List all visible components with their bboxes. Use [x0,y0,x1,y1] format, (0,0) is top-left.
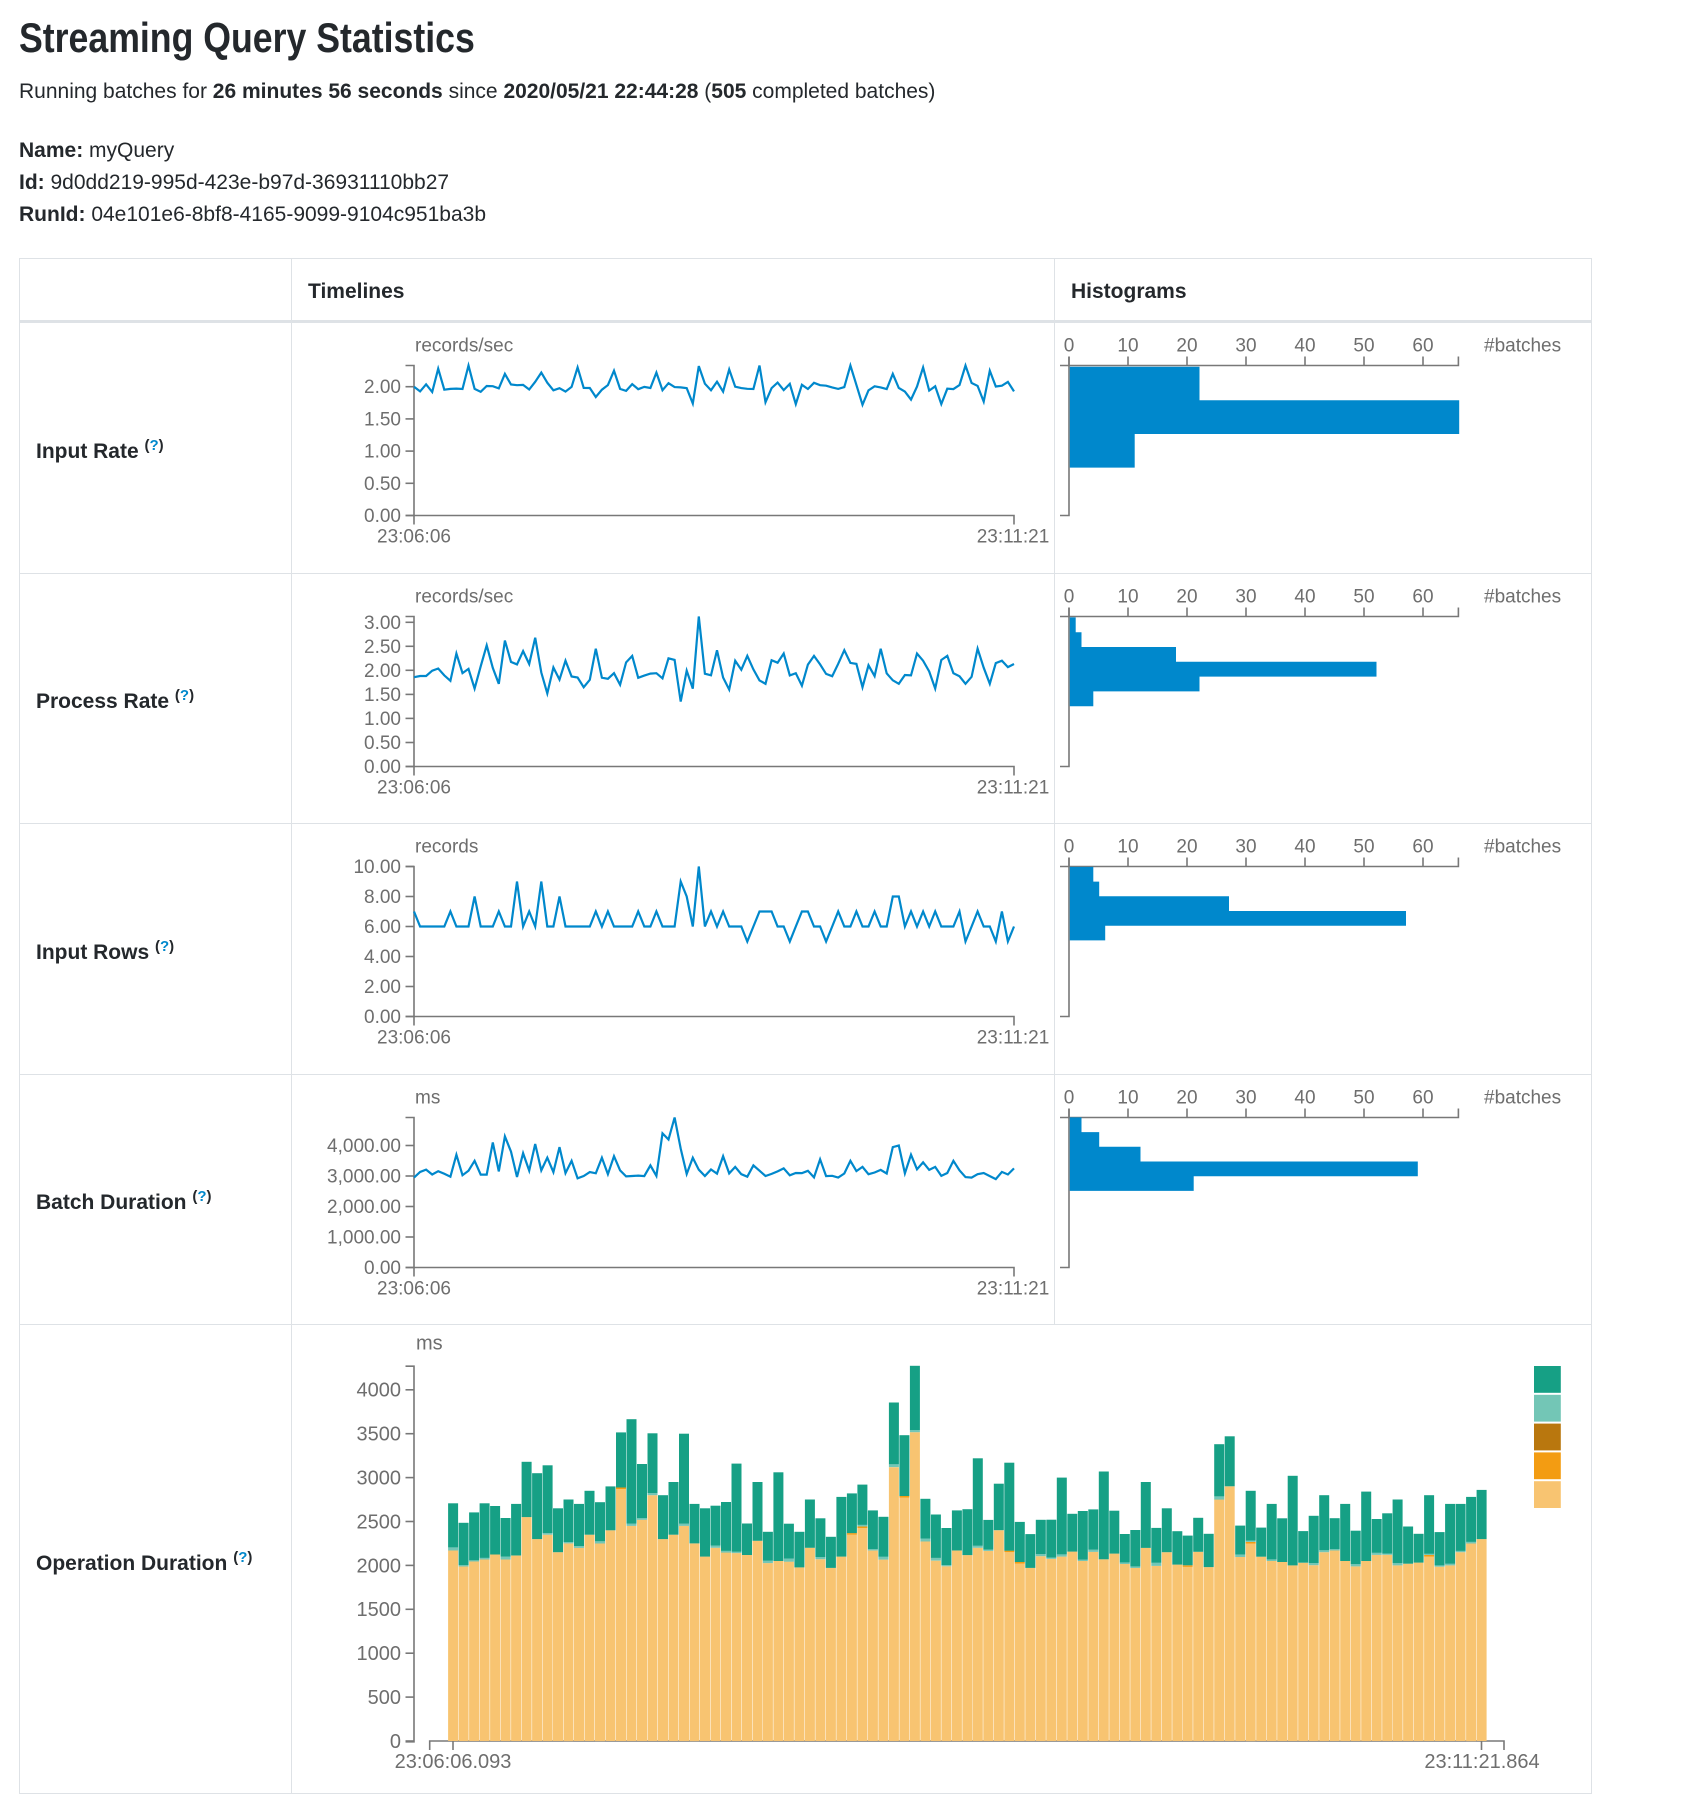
svg-text:0.00: 0.00 [364,1258,401,1279]
svg-text:0: 0 [390,1731,401,1753]
svg-text:20: 20 [1176,587,1197,608]
svg-text:23:11:21: 23:11:21 [977,527,1050,548]
svg-text:#batches: #batches [1484,336,1561,357]
svg-text:23:06:06: 23:06:06 [377,1028,451,1049]
svg-text:10: 10 [1117,336,1138,357]
svg-text:23:11:21.864: 23:11:21.864 [1424,1751,1539,1773]
svg-text:23:11:21: 23:11:21 [977,1028,1050,1049]
svg-text:10: 10 [1117,837,1138,858]
svg-text:30: 30 [1235,587,1256,608]
svg-text:records/sec: records/sec [415,336,513,357]
svg-text:30: 30 [1235,837,1256,858]
svg-text:60: 60 [1412,1088,1433,1109]
svg-text:0: 0 [1064,1088,1075,1109]
svg-text:1000: 1000 [357,1643,402,1665]
svg-text:23:11:21: 23:11:21 [977,1279,1050,1300]
svg-text:23:06:06: 23:06:06 [377,778,451,799]
svg-text:ms: ms [415,1088,440,1109]
svg-text:60: 60 [1412,336,1433,357]
svg-text:60: 60 [1412,837,1433,858]
svg-text:50: 50 [1353,336,1374,357]
svg-text:50: 50 [1353,837,1374,858]
svg-text:10.00: 10.00 [353,857,401,878]
svg-text:23:06:06.093: 23:06:06.093 [395,1751,512,1773]
svg-text:4000: 4000 [357,1380,402,1402]
svg-text:1500: 1500 [357,1599,402,1621]
svg-text:3.00: 3.00 [364,613,401,634]
svg-text:#batches: #batches [1484,1088,1561,1109]
svg-text:1.00: 1.00 [364,709,401,730]
svg-text:2,000.00: 2,000.00 [327,1197,401,1218]
svg-text:500: 500 [368,1687,401,1709]
svg-text:20: 20 [1176,1088,1197,1109]
svg-text:6.00: 6.00 [364,917,401,938]
svg-text:0: 0 [1064,587,1075,608]
svg-text:40: 40 [1294,837,1315,858]
svg-text:records/sec: records/sec [415,587,513,608]
svg-text:3,000.00: 3,000.00 [327,1167,401,1188]
svg-text:1.50: 1.50 [364,409,401,430]
svg-text:2000: 2000 [357,1555,402,1577]
svg-text:3500: 3500 [357,1424,402,1446]
svg-text:23:06:06: 23:06:06 [377,527,451,548]
svg-text:0.00: 0.00 [364,1007,401,1028]
svg-text:30: 30 [1235,336,1256,357]
svg-text:8.00: 8.00 [364,887,401,908]
svg-text:0.00: 0.00 [364,757,401,778]
svg-text:40: 40 [1294,336,1315,357]
svg-text:60: 60 [1412,587,1433,608]
svg-text:#batches: #batches [1484,837,1561,858]
svg-text:3000: 3000 [357,1468,402,1490]
svg-text:0.00: 0.00 [364,506,401,527]
svg-text:40: 40 [1294,1088,1315,1109]
svg-text:10: 10 [1117,1088,1138,1109]
svg-text:2.00: 2.00 [364,661,401,682]
svg-text:23:11:21: 23:11:21 [977,778,1050,799]
svg-text:20: 20 [1176,837,1197,858]
svg-text:1.00: 1.00 [364,442,401,463]
svg-text:50: 50 [1353,1088,1374,1109]
svg-text:1,000.00: 1,000.00 [327,1228,401,1249]
svg-text:2.50: 2.50 [364,637,401,658]
svg-text:0: 0 [1064,336,1075,357]
svg-text:40: 40 [1294,587,1315,608]
svg-text:0.50: 0.50 [364,474,401,495]
svg-text:1.50: 1.50 [364,685,401,706]
svg-text:10: 10 [1117,587,1138,608]
svg-text:0.50: 0.50 [364,733,401,754]
svg-text:2.00: 2.00 [364,977,401,998]
svg-text:4.00: 4.00 [364,947,401,968]
svg-text:2500: 2500 [357,1511,402,1533]
svg-text:50: 50 [1353,587,1374,608]
svg-text:records: records [415,837,478,858]
svg-text:23:06:06: 23:06:06 [377,1279,451,1300]
svg-text:2.00: 2.00 [364,377,401,398]
svg-text:30: 30 [1235,1088,1256,1109]
svg-text:ms: ms [416,1333,443,1355]
svg-text:#batches: #batches [1484,587,1561,608]
svg-text:4,000.00: 4,000.00 [327,1136,401,1157]
svg-text:20: 20 [1176,336,1197,357]
svg-text:0: 0 [1064,837,1075,858]
